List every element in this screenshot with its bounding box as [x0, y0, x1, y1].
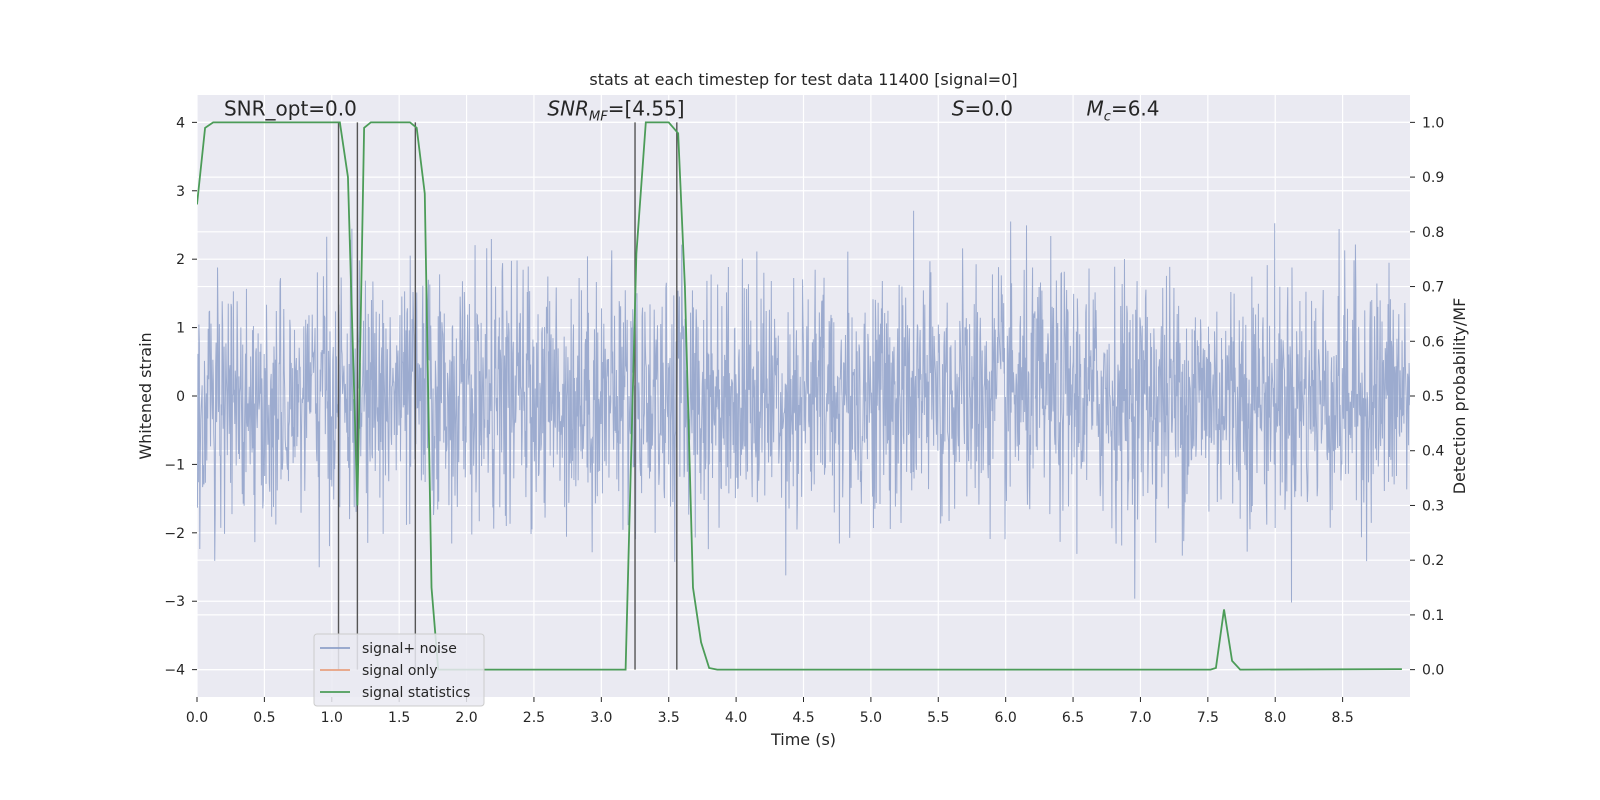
y-right-tick-label: 1.0: [1422, 115, 1444, 131]
y-left-tick-label: −3: [164, 594, 185, 610]
x-tick-label: 1.5: [388, 710, 410, 726]
y-right-tick-label: 0.4: [1422, 444, 1444, 460]
y-right-axis-label: Detection probability/MF: [1450, 298, 1469, 495]
x-tick-label: 2.0: [455, 710, 477, 726]
legend-box: [313, 633, 485, 707]
x-tick-label: 8.0: [1264, 710, 1286, 726]
vertical-markers: [337, 122, 678, 670]
y-left-tick-label: 0: [176, 389, 185, 405]
y-left-tick-label: 1: [176, 321, 185, 337]
x-tick-label: 2.5: [523, 710, 545, 726]
y-right-tick-label: 0.3: [1422, 498, 1444, 514]
x-tick-label: 5.0: [860, 710, 882, 726]
y-left-tick-label: 3: [176, 184, 185, 200]
x-tick-label: 7.5: [1197, 710, 1219, 726]
x-axis-label: Time (s): [770, 730, 836, 749]
y-right-tick-label: 0.7: [1422, 280, 1444, 296]
x-tick-label: 0.0: [186, 710, 208, 726]
y-right-tick-label: 0.6: [1422, 334, 1444, 350]
x-tick-label: 5.5: [927, 710, 949, 726]
legend-label: signal+ noise: [362, 641, 457, 657]
y-right-tick-label: 0.9: [1422, 170, 1444, 186]
annotation: SNRMF=[4.55]: [547, 97, 684, 125]
x-tick-label: 4.0: [725, 710, 747, 726]
x-tick-label: 3.0: [590, 710, 612, 726]
series-signal-noise: [197, 210, 1410, 603]
x-tick-label: 1.0: [321, 710, 343, 726]
y-left-tick-label: −1: [164, 457, 185, 473]
y-left-axis-ticks: 4 3 2 1 0 −1 −2 −3 −4: [164, 115, 197, 679]
y-right-tick-label: 0.2: [1422, 553, 1444, 569]
legend-label: signal statistics: [362, 685, 470, 701]
y-right-tick-label: 0.5: [1422, 389, 1444, 405]
annotation: Mc=6.4: [1087, 97, 1160, 125]
legend-label: signal only: [362, 663, 437, 679]
x-tick-label: 6.0: [995, 710, 1017, 726]
x-tick-label: 0.5: [253, 710, 275, 726]
x-axis-ticks: 0.0 0.5 1.0 1.5 2.0 2.5 3.0 3.5 4.0 4.5 5.0 5.5 6.0 6…: [186, 697, 1354, 726]
annotation: S=0.0: [952, 97, 1013, 121]
x-tick-label: 8.5: [1331, 710, 1353, 726]
y-left-tick-label: −2: [164, 526, 185, 542]
y-right-tick-label: 0.8: [1422, 225, 1444, 241]
y-left-tick-label: 2: [176, 252, 185, 268]
y-right-axis-ticks: 1.0 0.9 0.8 0.7 0.6 0.5 0.4 0.3 0.2 0.1 0.0: [1410, 115, 1444, 679]
y-left-tick-label: 4: [176, 115, 185, 131]
y-left-axis-label: Whitened strain: [136, 332, 155, 459]
y-right-tick-label: 0.0: [1422, 663, 1444, 679]
annotations: SNR_opt=0.0 SNRMF=[4.55] S=0.0 Mc=6.4: [224, 97, 1160, 125]
y-left-tick-label: −4: [164, 663, 185, 679]
x-tick-label: 6.5: [1062, 710, 1084, 726]
legend: signal+ noise signal only signal statistic…: [313, 633, 485, 707]
series-signal-statistics: [197, 121, 1402, 671]
chart-title: stats at each timestep for test data 114…: [589, 70, 1017, 89]
x-tick-label: 7.0: [1129, 710, 1151, 726]
x-tick-label: 3.5: [658, 710, 680, 726]
annotation: SNR_opt=0.0: [224, 97, 357, 121]
x-tick-label: 4.5: [792, 710, 814, 726]
y-right-tick-label: 0.1: [1422, 608, 1444, 624]
